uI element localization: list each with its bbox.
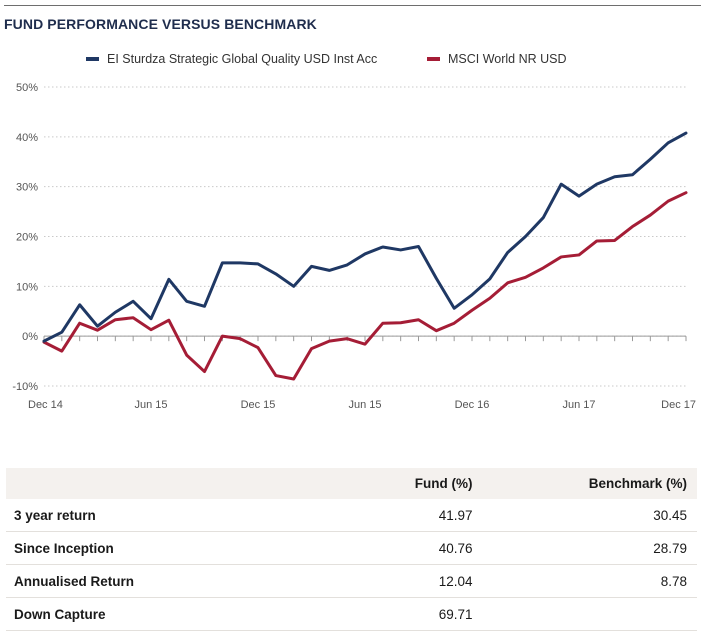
legend-label-fund: EI Sturdza Strategic Global Quality USD … xyxy=(107,52,378,66)
x-tick-label: Jun 15 xyxy=(134,399,167,411)
legend-swatch-fund xyxy=(86,57,99,61)
y-tick-label: 20% xyxy=(16,232,38,244)
y-axis: 50% 40% 30% 20% 10% 0% -10% xyxy=(12,82,38,393)
row-benchmark-value: 8.78 xyxy=(482,564,697,598)
x-tick-label: Jun 17 xyxy=(562,399,595,411)
series-line-benchmark xyxy=(42,191,688,381)
chart-title: FUND PERFORMANCE VERSUS BENCHMARK xyxy=(4,16,317,32)
x-tick-label: Jun 15 xyxy=(348,399,381,411)
y-tick-label: 30% xyxy=(16,182,38,194)
header-rule xyxy=(4,5,701,6)
performance-table: Fund (%) Benchmark (%) 3 year return 41.… xyxy=(6,468,697,631)
row-fund-value: 40.76 xyxy=(299,531,483,565)
table-row: 3 year return 41.97 30.45 xyxy=(6,499,697,532)
legend-swatch-benchmark xyxy=(427,57,440,61)
legend-item-benchmark: MSCI World NR USD xyxy=(427,52,567,66)
table-header-row: Fund (%) Benchmark (%) xyxy=(6,468,697,499)
row-label: Down Capture xyxy=(6,597,300,631)
table-header-benchmark: Benchmark (%) xyxy=(482,468,697,499)
table-header-blank xyxy=(6,468,300,499)
x-axis: Dec 14 Jun 15 Dec 15 Jun 15 Dec 16 Jun 17 Dec … xyxy=(28,335,696,411)
series-lines xyxy=(42,131,688,381)
legend-label-benchmark: MSCI World NR USD xyxy=(448,52,567,66)
row-benchmark-value xyxy=(482,597,697,631)
row-benchmark-value: 28.79 xyxy=(482,531,697,565)
x-tick-label: Dec 14 xyxy=(28,399,63,411)
row-label: Annualised Return xyxy=(6,564,300,598)
row-benchmark-value: 30.45 xyxy=(482,499,697,532)
table-header-fund: Fund (%) xyxy=(299,468,483,499)
legend-item-fund: EI Sturdza Strategic Global Quality USD … xyxy=(86,52,377,66)
x-tick-label: Dec 17 xyxy=(661,399,696,411)
row-label: Since Inception xyxy=(6,531,300,565)
row-label: 3 year return xyxy=(6,499,300,532)
table-row: Since Inception 40.76 28.79 xyxy=(6,531,697,565)
y-tick-label: -10% xyxy=(12,381,38,393)
x-tick-label: Dec 16 xyxy=(455,399,490,411)
table-row: Annualised Return 12.04 8.78 xyxy=(6,564,697,598)
y-tick-label: 0% xyxy=(22,331,38,343)
line-chart: 50% 40% 30% 20% 10% 0% -10% Dec 14 Jun 15 Dec 15… xyxy=(12,82,696,411)
y-tick-label: 50% xyxy=(16,82,38,94)
row-fund-value: 41.97 xyxy=(299,499,483,532)
y-tick-label: 10% xyxy=(16,281,38,293)
x-tick-label: Dec 15 xyxy=(241,399,276,411)
row-fund-value: 12.04 xyxy=(299,564,483,598)
y-tick-label: 40% xyxy=(16,132,38,144)
series-line-fund xyxy=(42,131,688,343)
table-row: Down Capture 69.71 xyxy=(6,597,697,631)
row-fund-value: 69.71 xyxy=(299,597,483,631)
